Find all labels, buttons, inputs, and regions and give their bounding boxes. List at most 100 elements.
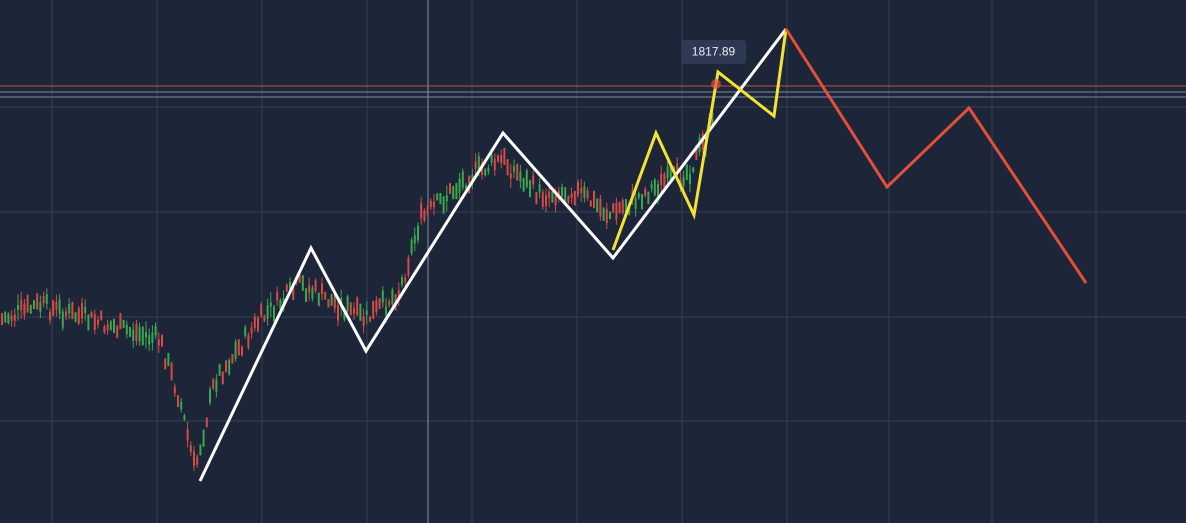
candle-body [570, 193, 573, 198]
candle-body [71, 301, 74, 320]
candle-body [513, 166, 515, 172]
candle-body [145, 332, 147, 338]
candle-body [58, 299, 61, 315]
candle-body [49, 311, 51, 321]
candle-body [10, 315, 13, 322]
candle-body [621, 199, 624, 214]
candle-body [244, 327, 247, 337]
candle-body [260, 304, 263, 316]
candle-body [4, 311, 7, 323]
candle-body [404, 277, 407, 282]
candle-body [369, 317, 371, 322]
candle-body [452, 186, 455, 200]
candle-body [186, 428, 189, 441]
candle-body [666, 166, 669, 179]
candle-body [87, 314, 90, 331]
candle-body [285, 284, 288, 292]
candle-body [20, 300, 23, 311]
candle-body [39, 302, 42, 312]
candle-body [644, 188, 647, 196]
candle-body [545, 195, 547, 207]
candle-body [506, 159, 509, 176]
candle-body [177, 395, 179, 408]
candle-body [692, 167, 695, 173]
candle-body [164, 358, 167, 370]
candle-body [439, 192, 442, 205]
candle-body [301, 275, 304, 291]
candle-body [388, 301, 391, 306]
candle-body [225, 360, 227, 373]
candle-body [577, 182, 579, 195]
candle-body [682, 177, 685, 187]
candle-body [333, 294, 336, 309]
candle-body [106, 324, 109, 330]
candle-body [26, 294, 29, 313]
candle-body [132, 329, 135, 341]
candle-body [237, 339, 240, 356]
candle-body [129, 326, 131, 337]
candle-body [554, 195, 557, 206]
candle-body [23, 303, 26, 316]
candle-body [61, 311, 64, 328]
candle-body [445, 195, 448, 202]
candle-body [346, 296, 349, 312]
candle-body [74, 312, 77, 323]
sub-wave-line [611, 28, 788, 251]
candle-body [609, 211, 611, 219]
candle-body [378, 298, 381, 309]
candle-body [612, 203, 615, 213]
candle-body [650, 184, 653, 189]
candle-body [417, 225, 419, 241]
candle-body [276, 292, 279, 301]
candle-body [637, 193, 640, 199]
candle-body [551, 191, 554, 203]
candle-body [353, 308, 355, 314]
candle-body [477, 156, 480, 173]
candle-body [321, 283, 323, 295]
candle-body [679, 179, 682, 185]
candle-body [157, 339, 160, 346]
candle-body [484, 169, 487, 176]
candle-body [618, 201, 621, 214]
candle-body [305, 288, 307, 302]
candle-body [500, 155, 503, 163]
candle-body [90, 312, 93, 317]
candle-body [442, 196, 445, 214]
candle-body [221, 371, 224, 385]
candle-body [253, 316, 256, 328]
candle-body [209, 388, 211, 403]
candle-body [689, 173, 691, 184]
candle-body [212, 379, 215, 389]
candle-body [423, 210, 426, 221]
candle-body [490, 154, 493, 163]
candle-body [493, 159, 496, 171]
candle-body [634, 197, 637, 209]
candle-body [279, 299, 282, 310]
candle-body [298, 274, 301, 283]
candle-body [657, 184, 659, 201]
candle-body [458, 178, 461, 193]
candle-body [647, 191, 650, 205]
candle-body [119, 312, 122, 330]
candle-body [148, 334, 151, 345]
candle-body [125, 324, 128, 335]
candle-body [465, 185, 467, 190]
candle-body [202, 429, 205, 447]
candle-body [586, 190, 589, 198]
candle-body [263, 315, 266, 321]
candle-body [583, 186, 586, 198]
candle-body [349, 302, 352, 316]
candle-body [385, 306, 387, 315]
candle-body [548, 191, 551, 199]
candle-body [580, 188, 583, 193]
candle-body [641, 193, 643, 210]
candle-body [359, 303, 362, 321]
candle-body [401, 277, 403, 285]
candle-body [433, 201, 435, 208]
candle-body [55, 302, 58, 310]
candle-body [250, 327, 253, 334]
candle-body [413, 235, 416, 244]
candle-body [17, 305, 19, 310]
candle-body [234, 341, 237, 359]
